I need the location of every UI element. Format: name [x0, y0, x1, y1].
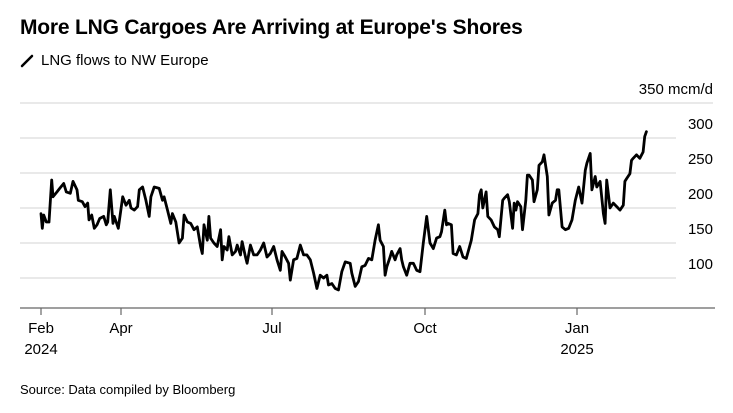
x-tick-label-apr: Apr — [109, 320, 132, 337]
chart-title: More LNG Cargoes Are Arriving at Europe'… — [20, 16, 523, 39]
x-tick-year-2024: 2024 — [24, 341, 57, 358]
legend-line-icon — [20, 54, 34, 67]
x-tick-label-feb: Feb — [28, 320, 54, 337]
y-tick-label-250: 250 — [688, 151, 713, 168]
legend: LNG flows to NW Europe — [20, 52, 209, 69]
y-tick-label-200: 200 — [688, 186, 713, 203]
y-tick-label-350: 350 mcm/d — [639, 81, 713, 98]
source-note: Source: Data compiled by Bloomberg — [20, 382, 236, 397]
legend-label: LNG flows to NW Europe — [41, 52, 209, 69]
y-tick-label-300: 300 — [688, 116, 713, 133]
x-tick-label-oct: Oct — [413, 320, 437, 337]
y-tick-label-150: 150 — [688, 221, 713, 238]
x-tick-label-jan: Jan — [565, 320, 589, 337]
series-line-lng-flows — [39, 130, 648, 292]
x-tick-year-2025: 2025 — [560, 341, 593, 358]
y-tick-label-100: 100 — [688, 256, 713, 273]
x-tick-label-jul: Jul — [262, 320, 281, 337]
